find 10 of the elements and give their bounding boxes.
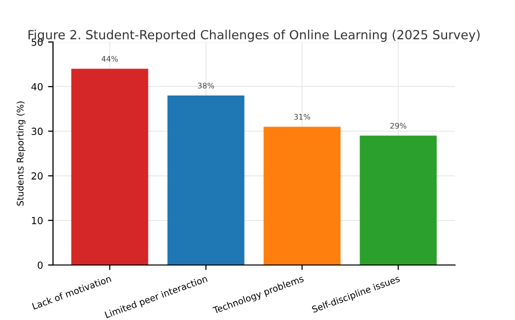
y-axis-title: Students Reporting (%) [16,102,26,206]
bar [264,126,341,265]
y-tick-label: 30 [32,128,43,136]
y-tick-label: 10 [32,216,43,224]
y-tick-label: 20 [32,172,43,180]
bar [71,68,148,265]
bar [167,96,244,265]
y-tick-label: 40 [31,83,43,90]
bar [360,136,437,265]
y-tick-label: 0 [38,261,43,269]
